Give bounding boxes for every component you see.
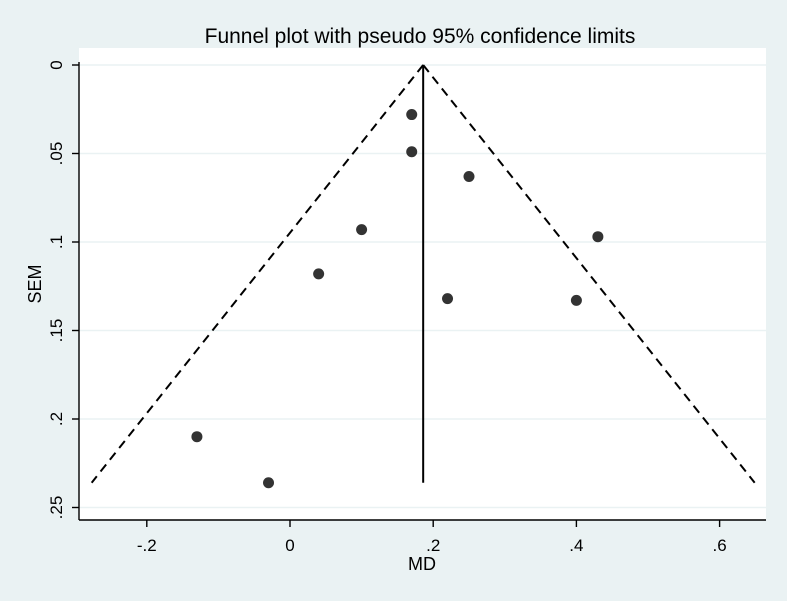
y-tick-label: 0 [47, 60, 66, 69]
y-tick-label: .1 [47, 235, 66, 249]
data-point [592, 231, 604, 243]
data-point [191, 431, 203, 443]
data-point [313, 268, 325, 280]
confidence-limits [90, 64, 756, 484]
data-point [406, 146, 418, 158]
x-tick-label: .2 [426, 536, 440, 555]
data-point [263, 477, 275, 489]
y-axis-label: SEM [25, 264, 45, 303]
y-tick-label: .2 [47, 412, 66, 426]
x-axis-label: MD [408, 554, 436, 574]
y-tick-label: .05 [47, 142, 66, 166]
y-tick-label: .25 [47, 496, 66, 520]
y-axis-ticks: 0 .05 .1 .15 .2 .25 [47, 60, 79, 519]
chart-title: Funnel plot with pseudo 95% confidence l… [205, 25, 636, 48]
x-tick-label: .6 [713, 536, 727, 555]
data-point [442, 293, 454, 305]
x-axis-ticks: -.2 0 .2 .4 .6 [137, 520, 727, 555]
data-point [463, 171, 475, 183]
data-point [356, 224, 368, 236]
x-tick-label: 0 [285, 536, 294, 555]
x-tick-label: .4 [569, 536, 583, 555]
y-tick-label: .15 [47, 319, 66, 343]
x-tick-label: -.2 [137, 536, 157, 555]
axes [78, 62, 766, 521]
data-point [406, 109, 418, 121]
data-point [570, 294, 582, 306]
data-points [191, 109, 604, 489]
